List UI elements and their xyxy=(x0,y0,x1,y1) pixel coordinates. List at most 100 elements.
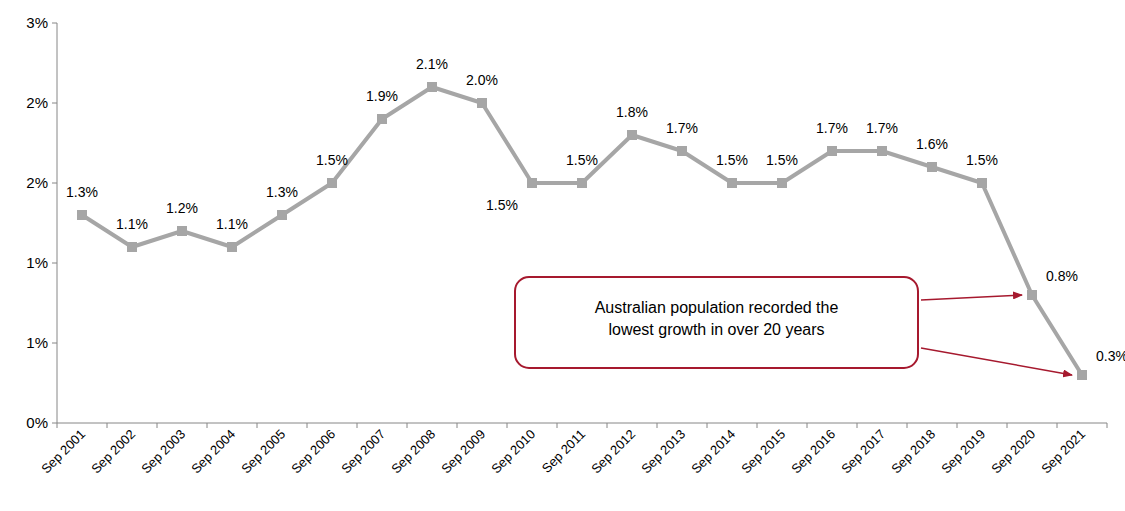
plot-area xyxy=(77,82,1087,380)
point-marker xyxy=(927,162,937,172)
x-tick-label: Sep 2004 xyxy=(188,427,238,477)
chart-container: 0%1%1%2%2%3%Sep 2001Sep 2002Sep 2003Sep … xyxy=(0,0,1125,511)
point-marker xyxy=(677,146,687,156)
x-tick xyxy=(657,423,658,428)
y-tick xyxy=(52,343,57,344)
x-tick xyxy=(57,423,58,428)
x-tick-label: Sep 2018 xyxy=(888,427,938,477)
y-tick xyxy=(52,183,57,184)
data-label: 1.3% xyxy=(266,184,298,200)
data-label: 1.1% xyxy=(216,216,248,232)
x-tick-label: Sep 2009 xyxy=(438,427,488,477)
y-axis-line xyxy=(57,23,58,423)
x-tick xyxy=(107,423,108,428)
x-tick-label: Sep 2002 xyxy=(88,427,138,477)
x-tick xyxy=(507,423,508,428)
point-marker xyxy=(377,114,387,124)
data-label: 1.7% xyxy=(816,120,848,136)
x-tick xyxy=(957,423,958,428)
x-tick-label: Sep 2003 xyxy=(138,427,188,477)
point-marker xyxy=(777,178,787,188)
x-tick-label: Sep 2019 xyxy=(938,427,988,477)
y-tick xyxy=(52,423,57,424)
x-tick xyxy=(307,423,308,428)
x-tick-label: Sep 2020 xyxy=(988,427,1038,477)
chart-svg: 0%1%1%2%2%3%Sep 2001Sep 2002Sep 2003Sep … xyxy=(0,0,1125,511)
point-marker xyxy=(477,98,487,108)
y-tick-label: 2% xyxy=(26,94,48,111)
data-label: 1.5% xyxy=(766,152,798,168)
x-tick xyxy=(357,423,358,428)
x-tick xyxy=(607,423,608,428)
x-tick-label: Sep 2006 xyxy=(288,427,338,477)
x-tick xyxy=(557,423,558,428)
x-tick-label: Sep 2005 xyxy=(238,427,288,477)
data-label: 1.5% xyxy=(316,152,348,168)
y-tick xyxy=(52,263,57,264)
point-marker xyxy=(527,178,537,188)
point-marker xyxy=(127,242,137,252)
point-marker xyxy=(427,82,437,92)
x-tick-label: Sep 2001 xyxy=(38,427,88,477)
point-marker xyxy=(1077,370,1087,380)
point-marker xyxy=(727,178,737,188)
x-tick-label: Sep 2012 xyxy=(588,427,638,477)
x-tick-label: Sep 2007 xyxy=(338,427,388,477)
data-label: 0.3% xyxy=(1096,348,1125,364)
data-label: 1.5% xyxy=(966,152,998,168)
x-tick xyxy=(207,423,208,428)
point-marker xyxy=(227,242,237,252)
x-tick xyxy=(407,423,408,428)
data-label: 0.8% xyxy=(1046,268,1078,284)
y-tick-label: 3% xyxy=(26,14,48,31)
y-tick-label: 1% xyxy=(26,334,48,351)
x-tick-label: Sep 2010 xyxy=(488,427,538,477)
data-label: 1.2% xyxy=(166,200,198,216)
data-label: 1.5% xyxy=(716,152,748,168)
data-label: 1.7% xyxy=(666,120,698,136)
data-label: 2.1% xyxy=(416,56,448,72)
x-tick-label: Sep 2015 xyxy=(738,427,788,477)
y-tick xyxy=(52,23,57,24)
data-label: 1.9% xyxy=(366,88,398,104)
point-marker xyxy=(627,130,637,140)
y-tick-label: 2% xyxy=(26,174,48,191)
x-tick-label: Sep 2013 xyxy=(638,427,688,477)
point-marker xyxy=(977,178,987,188)
x-tick-label: Sep 2008 xyxy=(388,427,438,477)
y-tick xyxy=(52,103,57,104)
point-marker xyxy=(827,146,837,156)
x-tick xyxy=(907,423,908,428)
y-tick-label: 1% xyxy=(26,254,48,271)
annotation-arrow xyxy=(921,295,1022,300)
data-label: 1.8% xyxy=(616,104,648,120)
data-label: 1.5% xyxy=(486,197,518,213)
x-tick xyxy=(1107,423,1108,428)
annotation-text: Australian population recorded the xyxy=(595,299,839,316)
x-tick xyxy=(807,423,808,428)
x-tick-label: Sep 2011 xyxy=(539,427,588,476)
y-tick-label: 0% xyxy=(26,414,48,431)
x-tick-label: Sep 2014 xyxy=(688,427,738,477)
x-tick-label: Sep 2016 xyxy=(788,427,838,477)
x-tick xyxy=(457,423,458,428)
series-line xyxy=(82,87,1082,375)
x-axis-line xyxy=(57,423,1107,424)
data-label: 1.6% xyxy=(916,136,948,152)
annotation-arrow xyxy=(921,348,1072,375)
x-tick xyxy=(1007,423,1008,428)
annotation-text: lowest growth in over 20 years xyxy=(608,321,824,338)
point-marker xyxy=(77,210,87,220)
x-tick xyxy=(707,423,708,428)
data-label: 1.5% xyxy=(566,152,598,168)
annotation-box xyxy=(515,277,918,368)
point-marker xyxy=(577,178,587,188)
x-tick-label: Sep 2017 xyxy=(838,427,888,477)
data-label: 1.7% xyxy=(866,120,898,136)
point-marker xyxy=(277,210,287,220)
point-marker xyxy=(177,226,187,236)
x-tick-label: Sep 2021 xyxy=(1038,427,1088,477)
x-tick xyxy=(257,423,258,428)
point-marker xyxy=(877,146,887,156)
x-tick xyxy=(157,423,158,428)
